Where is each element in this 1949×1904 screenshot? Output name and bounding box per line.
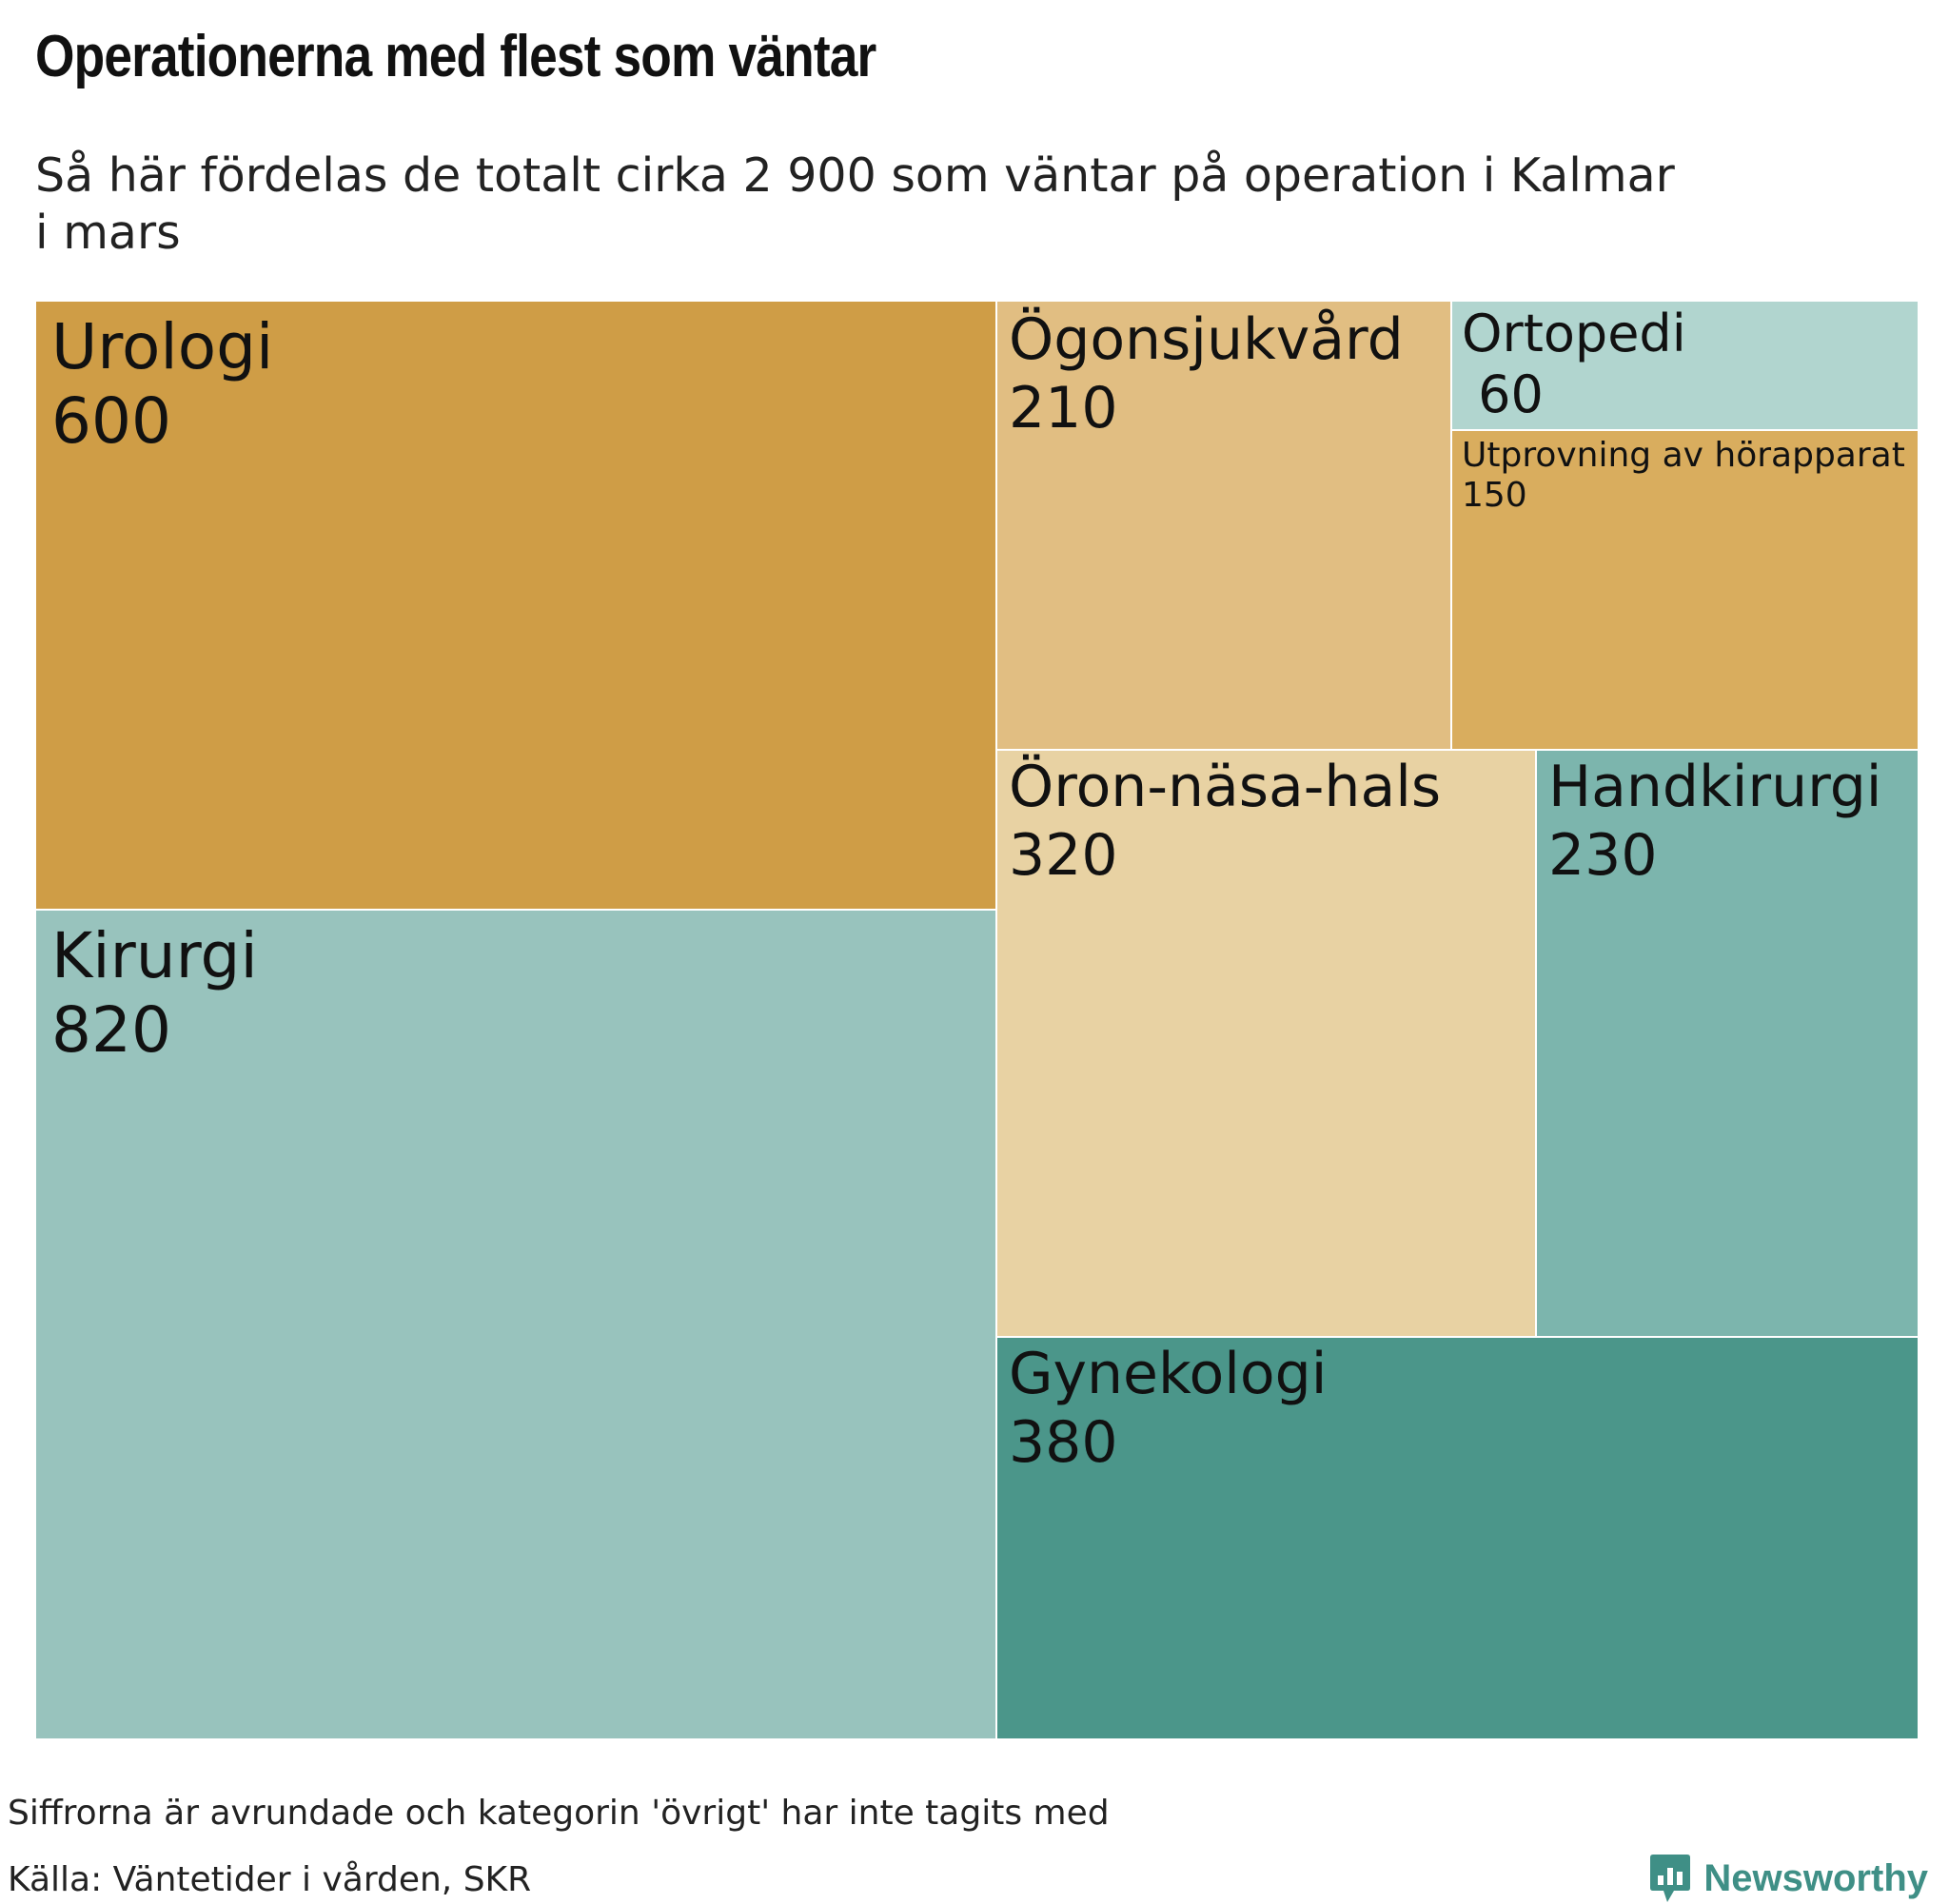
- tile-label: Ögonsjukvård: [1009, 306, 1404, 373]
- treemap: Urologi 600 Kirurgi 820 Ögonsjukvård 210 Ortop…: [35, 301, 1919, 1739]
- tile-handkirurgi: Handkirurgi 230: [1536, 750, 1919, 1337]
- tile-value: 820: [51, 993, 171, 1067]
- subtitle-line-2: i mars: [35, 206, 181, 260]
- footnote: Siffrorna är avrundade och kategorin 'öv…: [8, 1794, 1110, 1833]
- tile-kirurgi: Kirurgi 820: [35, 910, 996, 1739]
- chart-subtitle: Så här fördelas de totalt cirka 2 900 so…: [35, 147, 1748, 262]
- tile-value: 320: [1009, 822, 1118, 889]
- tile-ortopedi: Ortopedi 60: [1451, 301, 1919, 430]
- tile-label: Kirurgi: [51, 919, 258, 992]
- subtitle-line-1: Så här fördelas de totalt cirka 2 900 so…: [35, 148, 1675, 203]
- tile-value: 210: [1009, 375, 1118, 442]
- bar-chart-speech-bubble-icon: [1650, 1855, 1691, 1902]
- tile-utprovning-av-horapparat: Utprovning av hörapparat 150: [1451, 430, 1919, 750]
- chart-title: Operationerna med flest som väntar: [35, 24, 876, 89]
- newsworthy-logo: Newsworthy: [1648, 1853, 1928, 1904]
- tile-oron-nasa-hals: Öron-näsa-hals 320: [996, 750, 1536, 1337]
- tile-value: 380: [1009, 1409, 1118, 1476]
- tile-urologi: Urologi 600: [35, 301, 996, 910]
- tile-label: Öron-näsa-hals: [1009, 754, 1442, 820]
- brand-name: Newsworthy: [1703, 1856, 1928, 1899]
- tile-label: Ortopedi: [1462, 304, 1686, 363]
- tile-gynekologi: Gynekologi 380: [996, 1337, 1919, 1739]
- tile-value: 600: [51, 384, 171, 458]
- tile-label: Gynekologi: [1009, 1341, 1328, 1407]
- tile-ogonsjukvard: Ögonsjukvård 210: [996, 301, 1451, 750]
- tile-value: 230: [1548, 822, 1658, 889]
- tile-label: Handkirurgi: [1548, 754, 1882, 820]
- tile-value: 150: [1462, 476, 1527, 515]
- tile-value: 60: [1462, 364, 1544, 424]
- tile-label: Utprovning av hörapparat: [1462, 436, 1905, 475]
- source-note: Källa: Väntetider i vården, SKR: [8, 1860, 532, 1899]
- tile-label: Urologi: [51, 310, 274, 383]
